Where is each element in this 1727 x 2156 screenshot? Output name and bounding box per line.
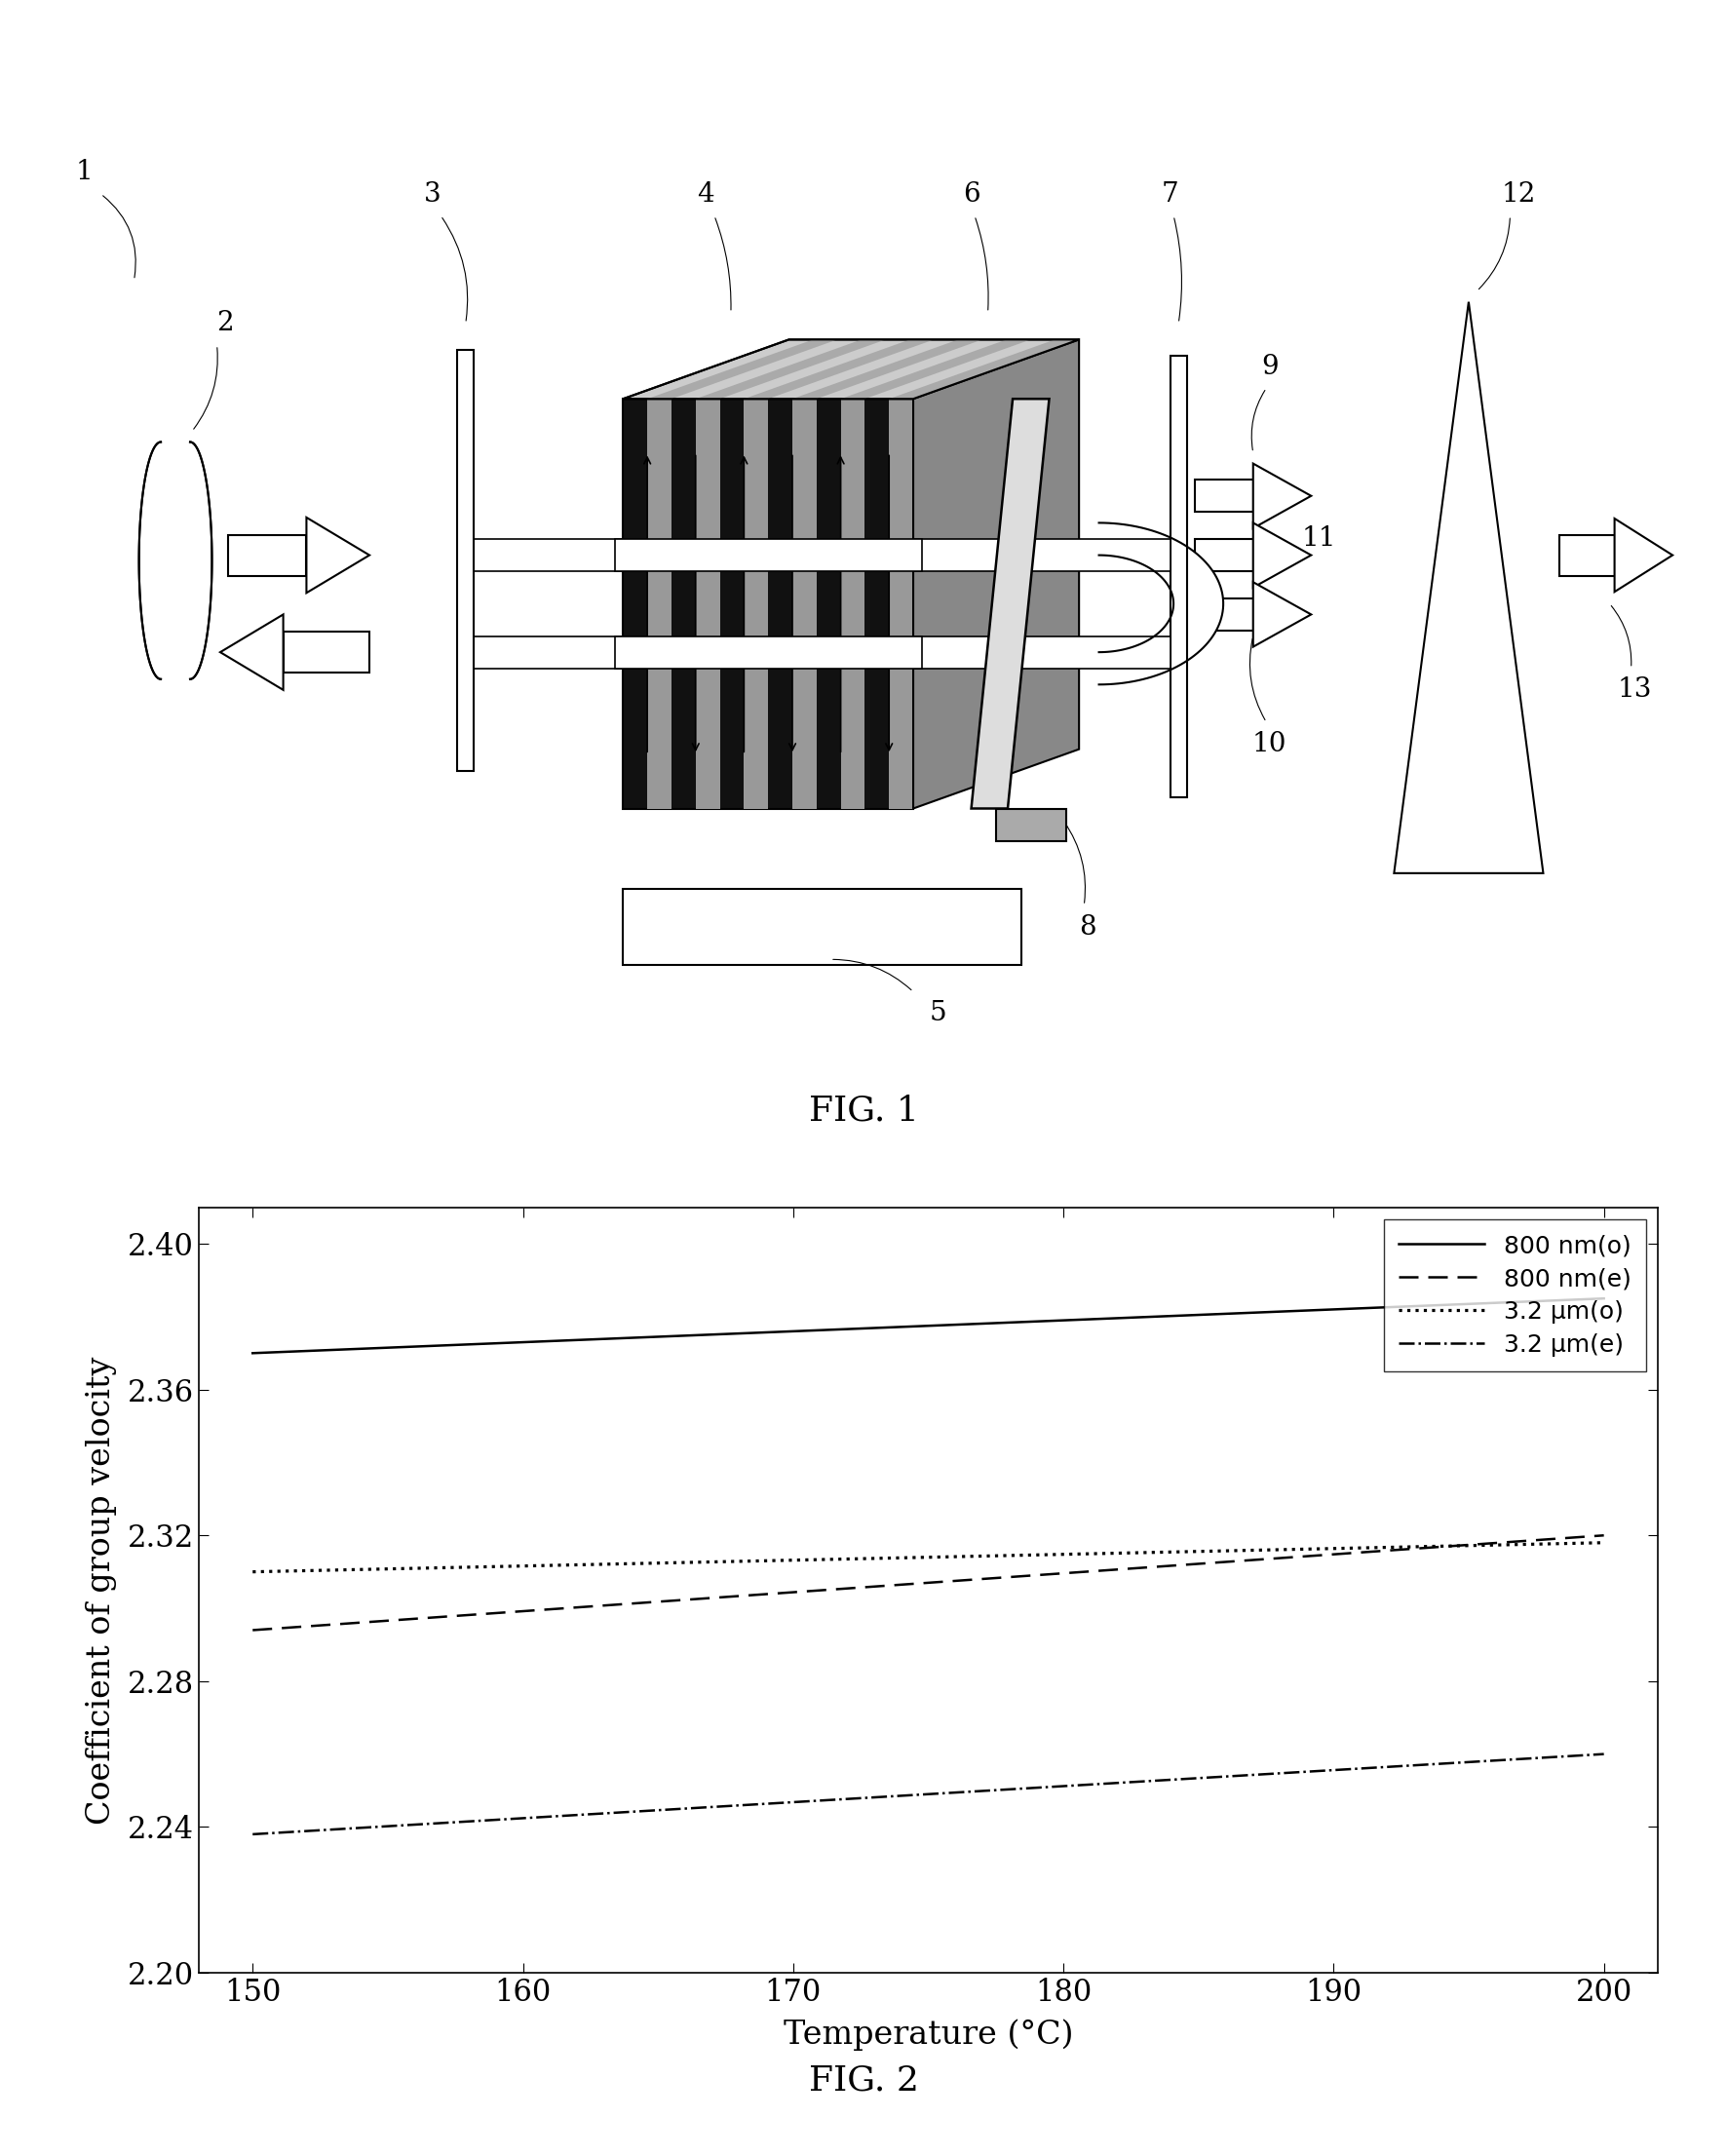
X-axis label: Temperature (°C): Temperature (°C) [784, 2018, 1072, 2050]
3.2 μm(o) [1047, 1542, 1067, 1567]
Bar [473, 636, 623, 668]
800 nm(e) [242, 1617, 263, 1643]
800 nm(e) [1594, 1522, 1615, 1548]
800 nm(e) [1041, 1561, 1062, 1587]
Polygon shape [1098, 524, 1223, 686]
Polygon shape [996, 808, 1066, 841]
Polygon shape [744, 341, 934, 399]
Text: 2: 2 [216, 310, 233, 336]
Polygon shape [306, 517, 370, 593]
3.2 μm(o) [247, 1559, 268, 1585]
Bar [623, 890, 1021, 966]
Line: 800 nm(o): 800 nm(o) [252, 1298, 1604, 1354]
Bar [841, 399, 865, 808]
3.2 μm(e) [1594, 1742, 1615, 1768]
3.2 μm(e) [242, 1822, 263, 1848]
Bar [1195, 481, 1254, 513]
Text: 4: 4 [698, 181, 715, 207]
Bar [1195, 539, 1254, 571]
Line: 800 nm(e): 800 nm(e) [252, 1535, 1604, 1630]
3.2 μm(e) [1041, 1774, 1062, 1800]
Polygon shape [1254, 582, 1311, 647]
Text: FIG. 2: FIG. 2 [808, 2063, 919, 2098]
Text: 9: 9 [1261, 354, 1278, 379]
Bar [648, 399, 672, 808]
Polygon shape [221, 614, 283, 690]
Bar [615, 636, 922, 668]
Text: 6: 6 [962, 181, 979, 207]
Text: 1: 1 [76, 160, 93, 185]
Bar [1559, 535, 1615, 576]
Legend: 800 nm(o), 800 nm(e), 3.2 μm(o), 3.2 μm(e): 800 nm(o), 800 nm(e), 3.2 μm(o), 3.2 μm(… [1383, 1220, 1646, 1371]
Text: FIG. 1: FIG. 1 [808, 1093, 919, 1128]
Bar [889, 399, 914, 808]
3.2 μm(o) [242, 1559, 263, 1585]
Line: 3.2 μm(o): 3.2 μm(o) [252, 1544, 1604, 1572]
Text: 13: 13 [1616, 677, 1651, 703]
Bar [1171, 356, 1186, 798]
800 nm(e) [247, 1617, 268, 1643]
Polygon shape [1254, 464, 1311, 528]
Text: 8: 8 [1079, 914, 1097, 940]
800 nm(o) [242, 1341, 263, 1367]
Text: 7: 7 [1162, 181, 1180, 207]
Bar [623, 399, 914, 808]
Polygon shape [623, 341, 1079, 399]
Bar [283, 632, 370, 673]
3.2 μm(o) [1041, 1542, 1062, 1567]
Bar [1195, 599, 1254, 632]
Y-axis label: Coefficient of group velocity: Coefficient of group velocity [85, 1356, 116, 1824]
Bar [228, 535, 306, 576]
Polygon shape [138, 442, 212, 679]
Text: 3: 3 [423, 181, 440, 207]
Text: 5: 5 [929, 1000, 946, 1026]
800 nm(o) [1069, 1307, 1090, 1332]
Bar [793, 399, 817, 808]
800 nm(o) [1594, 1285, 1615, 1311]
800 nm(e) [1466, 1531, 1487, 1557]
3.2 μm(o) [1069, 1542, 1090, 1567]
800 nm(o) [1041, 1309, 1062, 1335]
Polygon shape [841, 341, 1031, 399]
3.2 μm(o) [1466, 1533, 1487, 1559]
800 nm(o) [247, 1341, 268, 1367]
Text: 10: 10 [1252, 731, 1287, 757]
Polygon shape [793, 341, 983, 399]
3.2 μm(o) [1594, 1531, 1615, 1557]
Text: 12: 12 [1501, 181, 1535, 207]
Polygon shape [1615, 520, 1672, 591]
3.2 μm(e) [247, 1822, 268, 1848]
800 nm(e) [1069, 1559, 1090, 1585]
800 nm(e) [1382, 1537, 1402, 1563]
Bar [458, 351, 473, 772]
Bar [696, 399, 720, 808]
Bar [914, 636, 1171, 668]
Bar [473, 539, 623, 571]
Polygon shape [1394, 302, 1544, 873]
800 nm(o) [1047, 1309, 1067, 1335]
3.2 μm(e) [1047, 1774, 1067, 1800]
Polygon shape [889, 341, 1079, 399]
3.2 μm(e) [1382, 1753, 1402, 1779]
Polygon shape [914, 341, 1079, 808]
Bar [615, 539, 922, 571]
800 nm(o) [1382, 1294, 1402, 1319]
Polygon shape [971, 399, 1050, 808]
Line: 3.2 μm(e): 3.2 μm(e) [252, 1755, 1604, 1835]
Text: 11: 11 [1302, 526, 1337, 552]
800 nm(e) [1047, 1561, 1067, 1587]
3.2 μm(e) [1069, 1772, 1090, 1798]
3.2 μm(e) [1466, 1749, 1487, 1774]
Bar [914, 539, 1171, 571]
800 nm(o) [1466, 1291, 1487, 1317]
3.2 μm(o) [1382, 1535, 1402, 1561]
Bar [744, 399, 769, 808]
Polygon shape [648, 341, 838, 399]
Polygon shape [696, 341, 886, 399]
Polygon shape [1254, 524, 1311, 586]
